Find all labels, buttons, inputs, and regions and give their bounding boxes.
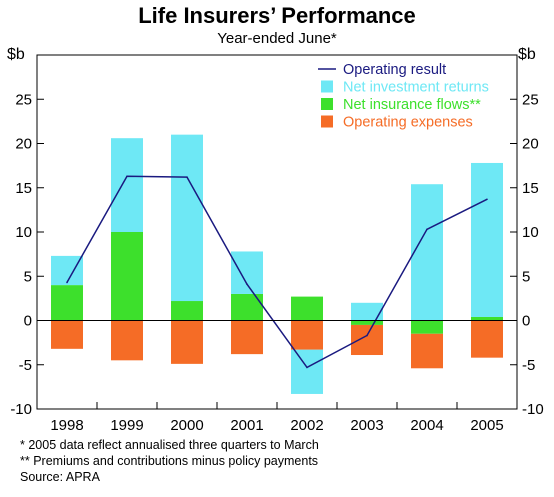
legend-label-2: Net insurance flows** (343, 97, 481, 113)
operating-result-point-2003 (366, 334, 368, 337)
bar-net-insurance-flows-2002 (291, 296, 323, 321)
left-tick-label: 10 (15, 224, 32, 241)
legend: Operating result Net investment returnsNe… (318, 62, 489, 131)
bar-net-investment-returns-2005 (471, 162, 503, 317)
right-axis-unit: $b (518, 46, 536, 63)
footnote-premiums: ** Premiums and contributions minus poli… (20, 454, 319, 468)
bar-operating-expenses-1999 (111, 320, 143, 361)
legend-swatch-1 (321, 80, 333, 93)
legend-swatch-3 (321, 115, 333, 128)
bar-net-insurance-flows-1999 (111, 232, 143, 321)
category-label-2002: 2002 (290, 417, 323, 434)
operating-result-point-2001 (246, 283, 248, 286)
bar-net-investment-returns-2000 (171, 134, 203, 302)
legend-label-0: Operating result (343, 62, 446, 78)
bar-operating-expenses-2001 (231, 320, 263, 355)
operating-result-point-2000 (186, 176, 188, 178)
right-tick-label: 25 (522, 91, 539, 108)
bars-layer (51, 134, 503, 394)
right-tick-label: 20 (522, 136, 539, 153)
left-tick-label: 15 (15, 180, 32, 197)
left-tick-label: 20 (15, 136, 32, 153)
operating-result-line (66, 175, 488, 369)
bar-operating-expenses-2000 (171, 320, 203, 364)
bar-net-insurance-flows-2004 (411, 320, 443, 334)
chart-title: Life Insurers’ Performance (138, 3, 416, 28)
bar-net-investment-returns-1999 (111, 138, 143, 232)
bar-net-investment-returns-1998 (51, 255, 83, 286)
operating-result-point-1998 (66, 281, 68, 284)
left-tick-label: 0 (24, 313, 32, 330)
left-tick-label: -10 (10, 401, 32, 418)
bar-net-insurance-flows-1998 (51, 285, 83, 321)
line-layer (66, 175, 488, 369)
bar-net-investment-returns-2003 (351, 302, 383, 321)
bar-net-insurance-flows-2000 (171, 301, 203, 321)
left-tick-label: -5 (19, 357, 32, 374)
bar-net-investment-returns-2004 (411, 184, 443, 321)
left-axis-unit: $b (7, 46, 25, 63)
left-tick-label: 25 (15, 91, 32, 108)
right-tick-label: 15 (522, 180, 539, 197)
bar-net-insurance-flows-2005 (471, 316, 503, 321)
right-tick-label: -10 (522, 401, 544, 418)
legend-swatch-2 (321, 98, 333, 110)
frame-layer: -10 -10 -5 -5 0 0 5 5 10 10 15 15 20 20 25 25 1998 1999 20… (10, 54, 544, 434)
category-label-2000: 2000 (170, 417, 203, 434)
category-label-2001: 2001 (230, 417, 263, 434)
chart-subtitle: Year-ended June* (217, 30, 337, 47)
category-label-2005: 2005 (470, 417, 503, 434)
operating-result-point-2002 (306, 366, 308, 369)
footnotes: * 2005 data reflect annualised three qua… (20, 437, 319, 485)
bar-operating-expenses-2002 (291, 320, 323, 350)
source-note: Source: APRA (20, 470, 100, 484)
bar-net-investment-returns-2001 (231, 251, 263, 294)
footnote-annualised: * 2005 data reflect annualised three qua… (20, 438, 319, 452)
right-tick-label: -5 (522, 357, 535, 374)
bar-net-investment-returns-2002 (291, 349, 323, 394)
bar-operating-expenses-2005 (471, 320, 503, 358)
left-tick-label: 5 (24, 268, 32, 285)
bar-net-insurance-flows-2003 (351, 320, 383, 325)
right-tick-label: 0 (522, 313, 530, 330)
bar-operating-expenses-1998 (51, 320, 83, 349)
category-label-1998: 1998 (50, 417, 83, 434)
category-label-2003: 2003 (350, 417, 383, 434)
legend-label-1: Net investment returns (343, 80, 489, 96)
operating-result-point-2004 (426, 228, 428, 231)
operating-result-point-1999 (126, 175, 128, 178)
right-tick-label: 5 (522, 268, 530, 285)
legend-label-3: Operating expenses (343, 115, 473, 131)
bar-operating-expenses-2003 (351, 324, 383, 356)
right-tick-label: 10 (522, 224, 539, 241)
category-label-1999: 1999 (110, 417, 143, 434)
operating-result-point-2005 (486, 198, 488, 201)
bar-operating-expenses-2004 (411, 333, 443, 369)
category-label-2004: 2004 (410, 417, 443, 434)
bar-net-insurance-flows-2001 (231, 293, 263, 321)
